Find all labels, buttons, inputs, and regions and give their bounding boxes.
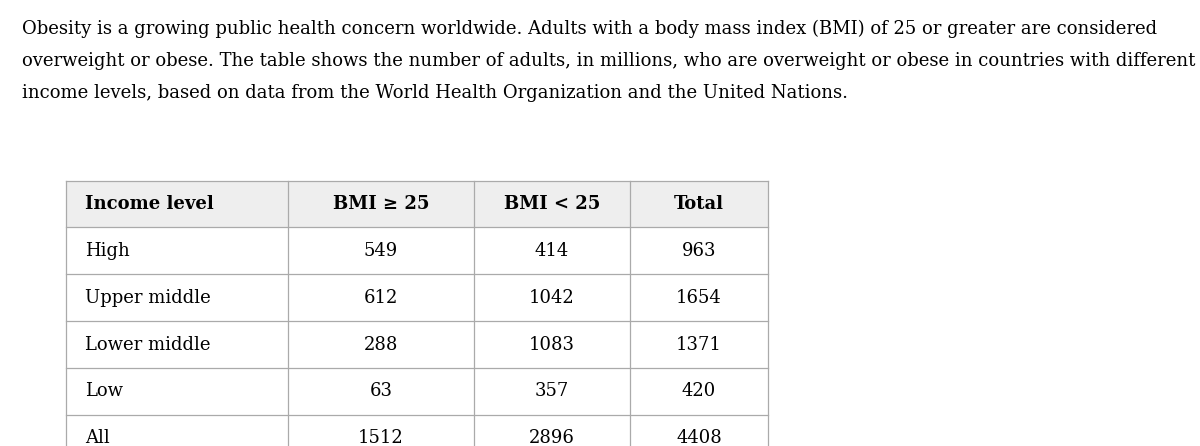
Text: 1371: 1371 xyxy=(676,335,722,354)
Text: All: All xyxy=(85,429,110,446)
Text: 63: 63 xyxy=(370,382,392,401)
Text: 1042: 1042 xyxy=(529,289,575,307)
Text: BMI ≥ 25: BMI ≥ 25 xyxy=(332,195,430,213)
Text: 963: 963 xyxy=(682,242,716,260)
Text: Income level: Income level xyxy=(85,195,214,213)
Text: 357: 357 xyxy=(535,382,569,401)
Text: 414: 414 xyxy=(535,242,569,260)
Text: 1654: 1654 xyxy=(676,289,722,307)
Text: BMI < 25: BMI < 25 xyxy=(504,195,600,213)
Text: 612: 612 xyxy=(364,289,398,307)
Text: 1512: 1512 xyxy=(358,429,404,446)
Text: High: High xyxy=(85,242,130,260)
Text: 1083: 1083 xyxy=(529,335,575,354)
Text: Lower middle: Lower middle xyxy=(85,335,211,354)
Text: income levels, based on data from the World Health Organization and the United N: income levels, based on data from the Wo… xyxy=(22,84,847,102)
Text: 288: 288 xyxy=(364,335,398,354)
Text: Obesity is a growing public health concern worldwide. Adults with a body mass in: Obesity is a growing public health conce… xyxy=(22,20,1157,38)
FancyBboxPatch shape xyxy=(66,181,768,227)
Text: 4408: 4408 xyxy=(676,429,722,446)
Text: 549: 549 xyxy=(364,242,398,260)
Text: 420: 420 xyxy=(682,382,716,401)
Text: 2896: 2896 xyxy=(529,429,575,446)
Text: Upper middle: Upper middle xyxy=(85,289,211,307)
Text: overweight or obese. The table shows the number of adults, in millions, who are : overweight or obese. The table shows the… xyxy=(22,52,1195,70)
Text: Low: Low xyxy=(85,382,124,401)
Text: Total: Total xyxy=(674,195,724,213)
